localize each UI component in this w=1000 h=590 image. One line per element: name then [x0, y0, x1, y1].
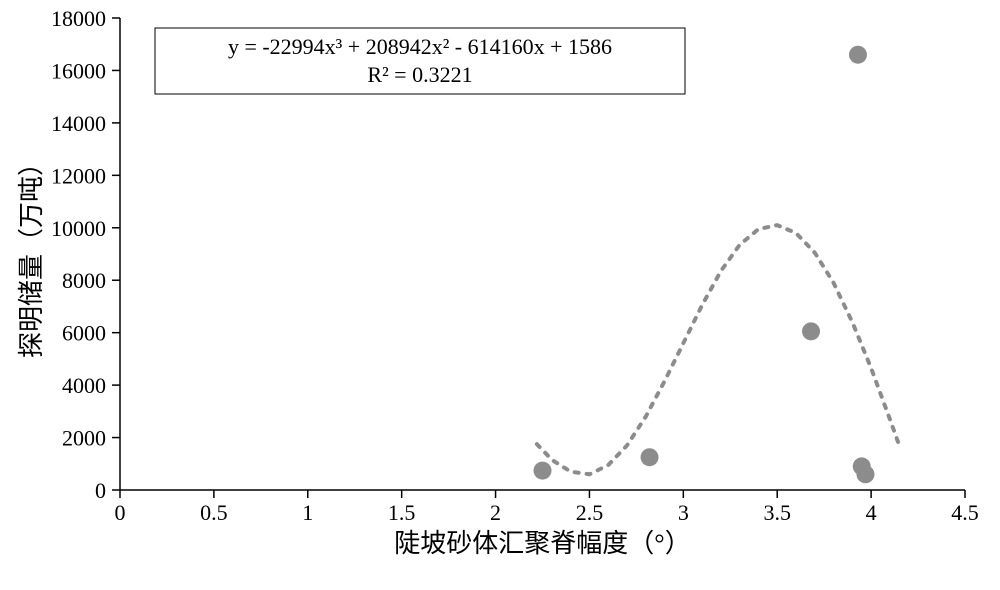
x-tick-label: 2: [490, 500, 501, 525]
y-tick-label: 4000: [62, 373, 106, 398]
chart-svg: 0 0.5 1 1.5 2 2.5 3 3.5 4 4.5 0 2000 4000 6000 8000 100…: [0, 0, 1000, 590]
y-tick-label: 8000: [62, 268, 106, 293]
x-tick-label: 1.5: [388, 500, 416, 525]
x-axis-title: 陡坡砂体汇聚脊幅度（°）: [394, 529, 690, 558]
data-point: [802, 322, 820, 340]
x-tick-label: 2.5: [576, 500, 604, 525]
x-tick-label: 0.5: [200, 500, 228, 525]
x-tick-label: 3.5: [763, 500, 791, 525]
y-tick-label: 10000: [51, 216, 106, 241]
y-tick-label: 0: [95, 478, 106, 503]
x-tick-label: 4.5: [951, 500, 979, 525]
x-tick-label: 1: [302, 500, 313, 525]
y-tick-label: 12000: [51, 163, 106, 188]
data-point: [641, 448, 659, 466]
y-tick-label: 16000: [51, 58, 106, 83]
equation-line1: y = -22994x³ + 208942x² - 614160x + 1586: [228, 34, 612, 59]
x-tick-label: 4: [866, 500, 877, 525]
data-point: [849, 46, 867, 64]
scatter-chart: 0 0.5 1 1.5 2 2.5 3 3.5 4 4.5 0 2000 4000 6000 8000 100…: [0, 0, 1000, 590]
y-axis-title: 探明储量（万吨）: [17, 150, 46, 358]
data-point: [534, 462, 552, 480]
y-tick-label: 6000: [62, 321, 106, 346]
y-tick-label: 2000: [62, 426, 106, 451]
equation-line2: R² = 0.3221: [367, 62, 472, 87]
x-tick-label: 3: [678, 500, 689, 525]
data-point: [856, 465, 874, 483]
y-tick-label: 18000: [51, 6, 106, 31]
y-tick-label: 14000: [51, 111, 106, 136]
x-tick-label: 0: [115, 500, 126, 525]
